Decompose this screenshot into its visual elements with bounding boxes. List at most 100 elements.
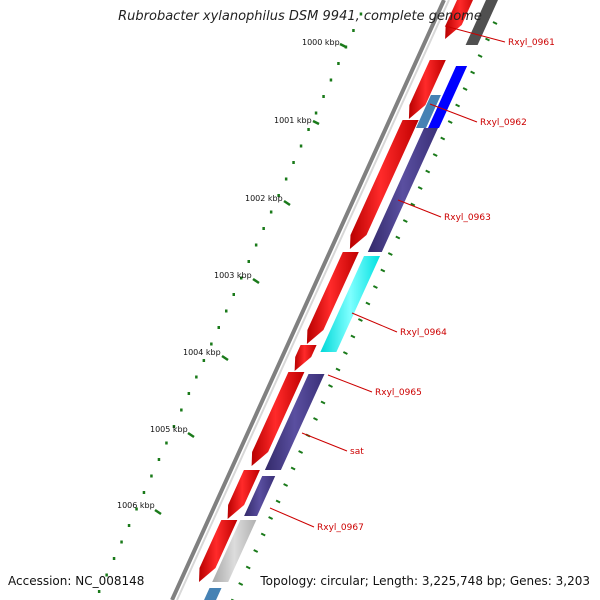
tick-dot: [284, 177, 288, 181]
tick-dot-series: [97, 12, 363, 593]
tick-dot: [142, 491, 146, 494]
minor-tick: [335, 367, 341, 372]
minor-tick: [410, 202, 416, 207]
minor-tick: [462, 87, 468, 91]
gene-feature: [320, 256, 380, 352]
tick-label-1004-kbp: 1004 kbp: [183, 348, 221, 357]
minor-tick: [387, 252, 393, 256]
minor-tick: [447, 120, 453, 124]
minor-tick: [313, 417, 318, 421]
tick-dot: [120, 540, 123, 544]
minor-tick: [395, 235, 401, 240]
tick-dot: [247, 260, 250, 263]
leader-line: [397, 199, 442, 218]
gene-feature: [244, 476, 276, 516]
tick-dot: [299, 144, 303, 148]
tick-group: 1002 kbp: [245, 194, 291, 207]
minor-tick: [402, 219, 408, 223]
minor-tick: [253, 549, 259, 553]
leader-line: [444, 25, 506, 43]
minor-tick: [342, 351, 348, 355]
gene-feature: [204, 588, 222, 600]
gene-feature: [416, 95, 441, 128]
gene-feature: [251, 372, 305, 466]
minor-tick: [357, 318, 363, 322]
tick-dot: [217, 326, 220, 329]
minor-tick: [492, 21, 498, 25]
tick-mark: [339, 42, 347, 49]
minor-tick: [380, 268, 386, 273]
minor-tick-series: [230, 21, 498, 600]
leader-line: [351, 312, 398, 333]
minor-tick: [485, 37, 490, 42]
topology-text: Topology: circular; Length: 3,225,748 bp…: [260, 574, 590, 588]
tick-dot: [269, 210, 273, 214]
tick-dot: [202, 359, 206, 362]
gene-feature: [227, 470, 260, 519]
leader-line: [301, 432, 348, 452]
minor-tick: [440, 136, 446, 141]
tick-group: 1001 kbp: [274, 116, 320, 126]
minor-tick: [372, 285, 378, 289]
tick-dot: [180, 408, 183, 412]
tick-dot: [105, 573, 108, 577]
gene-label-rxyl-0961: Rxyl_0961: [508, 38, 555, 48]
tick-dot: [262, 227, 265, 230]
tick-dot: [352, 29, 355, 32]
gene-feature: [264, 374, 325, 470]
tick-dot: [97, 590, 101, 593]
leader-line: [327, 374, 373, 393]
accession-text: Accession: NC_008148: [8, 574, 145, 588]
minor-tick: [290, 466, 296, 471]
tick-dot: [150, 474, 153, 478]
gene-feature: [367, 128, 438, 252]
tick-dot: [277, 194, 280, 197]
tick-dot: [232, 293, 235, 296]
tick-label-1006-kbp: 1006 kbp: [117, 501, 155, 510]
tick-label-1002-kbp: 1002 kbp: [245, 194, 283, 203]
tick-dot: [195, 375, 198, 379]
tick-dot: [135, 507, 138, 511]
backbone-outer: [170, 0, 446, 600]
map-title: Rubrobacter xylanophilus DSM 9941, compl…: [118, 9, 482, 24]
tick-dot: [329, 78, 333, 82]
leader-line: [429, 103, 478, 123]
tick-dot: [165, 441, 168, 445]
leader-line: [269, 507, 315, 528]
tick-dot: [359, 12, 363, 16]
tick-dot: [127, 524, 131, 527]
minor-tick: [238, 582, 244, 586]
minor-tick: [350, 334, 356, 339]
gene-feature: [306, 252, 359, 344]
gene-feature: [445, 0, 473, 39]
tick-group: 1003 kbp: [214, 271, 260, 285]
tick-label-1005-kbp: 1005 kbp: [150, 425, 188, 434]
tick-dot: [157, 458, 161, 461]
tick-dot: [307, 128, 310, 131]
tick-mark: [312, 119, 320, 126]
tick-dot: [112, 557, 116, 560]
gene-feature: [428, 66, 468, 128]
minor-tick: [283, 483, 289, 487]
minor-tick: [425, 169, 431, 174]
tick-dot: [210, 342, 213, 346]
gene-track: [199, 0, 498, 600]
tick-dot: [225, 309, 228, 313]
tick-group: 1005 kbp: [150, 425, 195, 439]
tick-dot: [322, 95, 325, 98]
gene-label-rxyl-0967: Rxyl_0967: [317, 523, 364, 533]
gene-feature: [349, 120, 419, 249]
tick-mark: [252, 277, 260, 285]
tick-dot: [172, 425, 176, 428]
minor-tick: [455, 103, 461, 108]
gene-feature: [199, 520, 238, 582]
minor-tick: [245, 565, 251, 570]
tick-label-1003-kbp: 1003 kbp: [214, 271, 252, 280]
tick-dot: [292, 161, 295, 164]
gene-label-rxyl-0963: Rxyl_0963: [444, 213, 491, 223]
tick-dot: [254, 243, 258, 247]
minor-tick: [432, 153, 438, 157]
minor-tick: [260, 532, 266, 537]
tick-label-1001-kbp: 1001 kbp: [274, 116, 312, 125]
